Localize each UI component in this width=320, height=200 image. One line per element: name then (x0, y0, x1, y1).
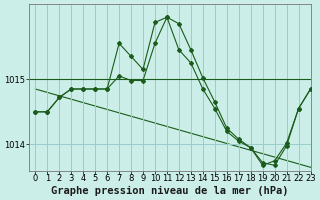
X-axis label: Graphe pression niveau de la mer (hPa): Graphe pression niveau de la mer (hPa) (51, 186, 289, 196)
